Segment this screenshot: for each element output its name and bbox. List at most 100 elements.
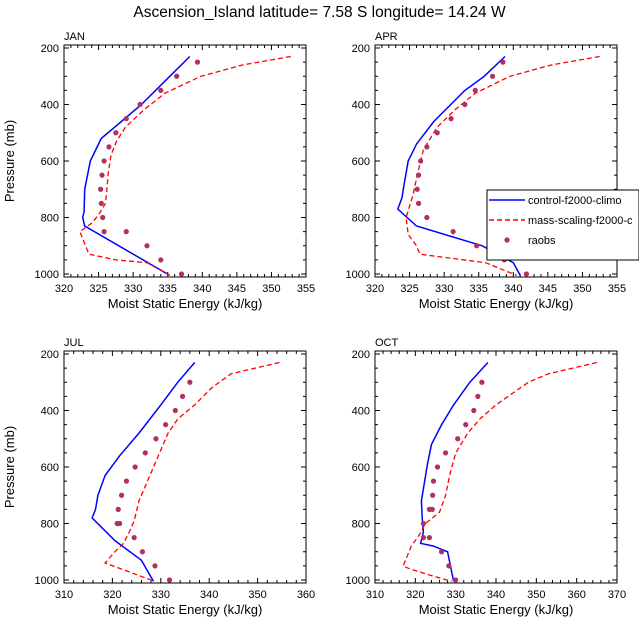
control-series-line: [91, 362, 196, 582]
x-tick-label: 335: [159, 283, 177, 295]
y-tick-label: 1000: [346, 269, 370, 281]
x-tick-label: 310: [366, 589, 384, 601]
plot-frame: [63, 350, 307, 584]
raobs-point: [463, 422, 469, 428]
y-tick-label: 1000: [346, 575, 370, 587]
x-tick-label: 330: [435, 283, 453, 295]
y-tick-label: 400: [352, 100, 370, 112]
control-series-line: [419, 361, 489, 582]
raobs-point: [420, 520, 426, 527]
x-tick-label: 350: [262, 283, 280, 295]
x-tick-label: 355: [608, 283, 626, 295]
y-tick-label: 400: [41, 100, 59, 112]
raobs-point: [472, 87, 478, 93]
panel-oct: OCT 310 320 330 340 350 360 370 200 400 600 800 1000…: [346, 337, 627, 617]
panel-title: OCT: [375, 337, 399, 349]
mass-scaling-series-line: [103, 361, 280, 581]
x-tick-label: 330: [446, 589, 464, 601]
raobs-point: [163, 422, 169, 428]
y-tick-label: 600: [41, 462, 59, 474]
raobs-point: [142, 450, 148, 456]
raobs-point: [474, 243, 480, 249]
plot-frame: [63, 44, 307, 278]
raobs-point: [137, 101, 143, 108]
x-tick-label: 330: [152, 589, 170, 601]
raobs-point: [455, 436, 461, 442]
raobs-point: [118, 492, 125, 498]
y-tick-label: 400: [41, 406, 59, 418]
raobs-point: [471, 407, 477, 414]
raobs-point: [139, 549, 146, 555]
x-axis-label: Moist Static Energy (kJ/kg): [108, 296, 263, 311]
panel-jul: JUL 310 320 330 340 350 360 200 400 600 800 1000 Moi…: [2, 337, 315, 617]
raobs-point: [101, 229, 107, 235]
mass-scaling-series-line: [405, 55, 600, 277]
y-tick-label: 1000: [35, 575, 59, 587]
raobs-point: [438, 549, 445, 555]
legend-label: mass-scaling-f2000-c: [528, 215, 633, 227]
control-series-line: [396, 55, 521, 276]
raobs-point: [98, 186, 104, 192]
raobs-point: [152, 563, 158, 569]
raobs-point: [414, 186, 420, 192]
x-axis-label: Moist Static Energy (kJ/kg): [419, 602, 574, 617]
mass-scaling-series-line: [402, 361, 597, 583]
raobs-point: [434, 464, 441, 470]
raobs-point: [489, 73, 496, 79]
x-tick-label: 325: [89, 283, 107, 295]
raobs-point: [426, 506, 433, 512]
x-tick-label: 320: [406, 589, 424, 601]
raobs-point: [123, 116, 129, 122]
plot-frame: [374, 350, 618, 584]
raobs-point: [424, 214, 430, 221]
y-tick-label: 800: [352, 519, 370, 531]
legend-box: [486, 189, 639, 261]
raobs-point: [100, 214, 106, 221]
y-tick-label: 200: [352, 349, 370, 361]
y-tick-label: 800: [41, 213, 59, 225]
raobs-point: [418, 158, 424, 164]
raobs-point: [479, 379, 485, 385]
raobs-point: [446, 563, 452, 569]
raobs-point: [415, 172, 422, 178]
x-tick-label: 355: [297, 283, 315, 295]
raobs-point: [424, 144, 430, 150]
mass-scaling-series-line: [79, 55, 291, 276]
x-tick-label: 360: [567, 589, 585, 601]
raobs-point: [101, 158, 107, 164]
raobs-point: [415, 200, 422, 206]
x-axis-label: Moist Static Energy (kJ/kg): [108, 602, 263, 617]
x-tick-label: 350: [573, 283, 591, 295]
x-tick-label: 320: [366, 283, 384, 295]
raobs-point: [158, 87, 164, 93]
panel-jan: JAN 320 325 330 335 340 345 350 355 200 400 600 800 1…: [2, 31, 315, 311]
x-tick-label: 330: [124, 283, 142, 295]
raobs-point: [420, 535, 426, 541]
panel-title: APR: [375, 31, 398, 43]
raobs-point: [179, 393, 186, 399]
raobs-point: [430, 492, 436, 498]
x-tick-label: 370: [608, 589, 626, 601]
y-tick-label: 200: [352, 43, 370, 55]
x-tick-label: 360: [297, 589, 315, 601]
raobs-point: [172, 407, 178, 414]
raobs-point: [117, 520, 123, 527]
x-tick-label: 340: [193, 283, 211, 295]
raobs-point: [450, 229, 456, 235]
raobs-point: [123, 478, 130, 484]
raobs-point: [426, 535, 433, 541]
panel-title: JAN: [64, 31, 85, 43]
x-axis-label: Moist Static Energy (kJ/kg): [419, 296, 574, 311]
raobs-point: [106, 144, 112, 150]
y-tick-label: 800: [41, 519, 59, 531]
raobs-point: [434, 130, 440, 136]
x-tick-label: 345: [539, 283, 557, 295]
legend-label: control-f2000-climo: [528, 195, 622, 207]
y-axis-label: Pressure (mb): [2, 120, 17, 202]
raobs-point: [158, 257, 164, 263]
panel-title: JUL: [64, 337, 84, 349]
legend-label: raobs: [528, 235, 556, 247]
legend: control-f2000-climo mass-scaling-f2000-c r…: [486, 189, 639, 261]
y-tick-label: 600: [352, 156, 370, 168]
